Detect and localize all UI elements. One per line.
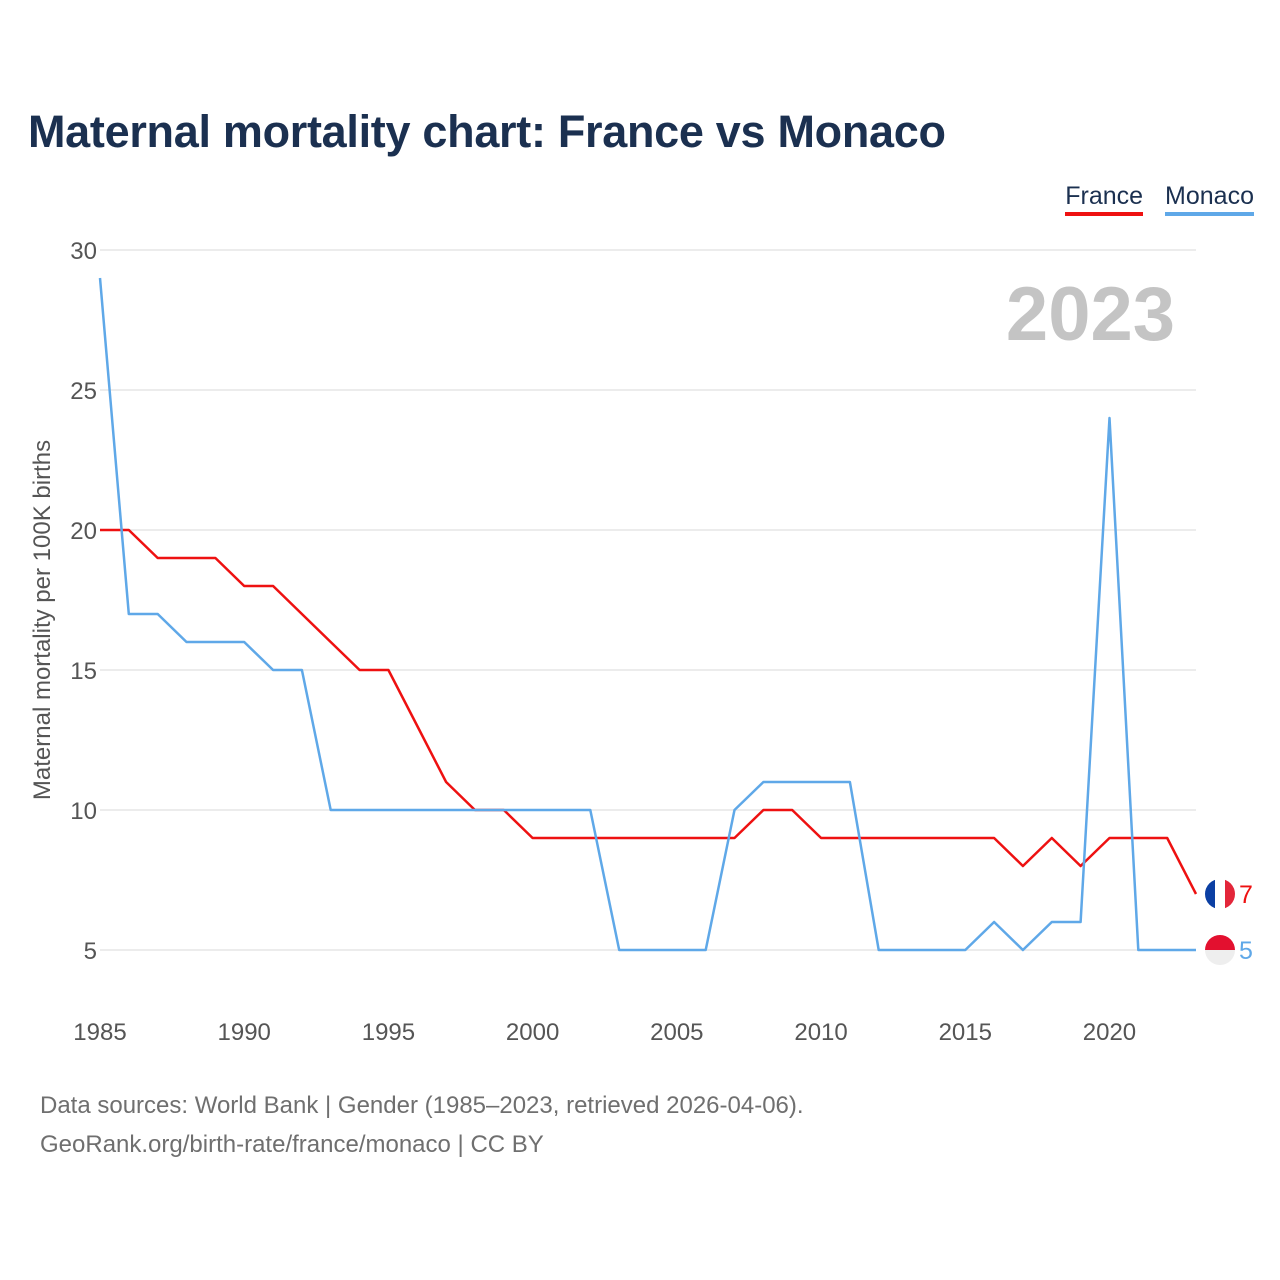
y-tick-label: 30 xyxy=(70,238,97,265)
y-tick-label: 15 xyxy=(70,658,97,685)
x-tick-label: 2010 xyxy=(794,1019,847,1046)
x-tick-label: 2005 xyxy=(650,1019,703,1046)
x-tick-label: 1995 xyxy=(362,1019,415,1046)
x-tick-label: 2020 xyxy=(1083,1019,1136,1046)
x-axis-ticks: 1985 1990 1995 2000 2005 2010 2015 2020 xyxy=(73,1019,1136,1046)
x-tick-label: 1990 xyxy=(218,1019,271,1046)
end-value-label-monaco: 5 xyxy=(1239,937,1253,965)
footer: Data sources: World Bank | Gender (1985–… xyxy=(40,1086,804,1164)
end-value-label-france: 7 xyxy=(1239,881,1253,909)
france-flag-icon xyxy=(1205,879,1235,909)
year-watermark: 2023 xyxy=(1006,272,1175,357)
x-tick-label: 2015 xyxy=(939,1019,992,1046)
x-tick-label: 2000 xyxy=(506,1019,559,1046)
legend: France Monaco xyxy=(1065,182,1254,216)
legend-item-monaco[interactable]: Monaco xyxy=(1165,182,1254,216)
series-end-markers: 75 xyxy=(1205,879,1253,965)
series-line-monaco xyxy=(98,277,1196,952)
chart-title: Maternal mortality chart: France vs Mona… xyxy=(28,106,946,157)
footer-url[interactable]: GeoRank.org/birth-rate/france/monaco | C… xyxy=(40,1131,544,1158)
y-tick-label: 20 xyxy=(70,518,97,545)
legend-item-france[interactable]: France xyxy=(1065,182,1144,216)
y-axis-label: Maternal mortality per 100K births xyxy=(29,440,56,800)
y-tick-label: 25 xyxy=(70,378,97,405)
y-axis-ticks: 5 10 15 20 25 30 xyxy=(70,238,97,965)
footer-source: Data sources: World Bank | Gender (1985–… xyxy=(40,1092,804,1119)
y-tick-label: 5 xyxy=(84,938,97,965)
series-line-france xyxy=(100,528,1198,895)
series-lines xyxy=(98,277,1198,952)
monaco-flag-icon xyxy=(1205,935,1235,965)
x-tick-label: 1985 xyxy=(73,1019,126,1046)
y-tick-label: 10 xyxy=(70,798,97,825)
